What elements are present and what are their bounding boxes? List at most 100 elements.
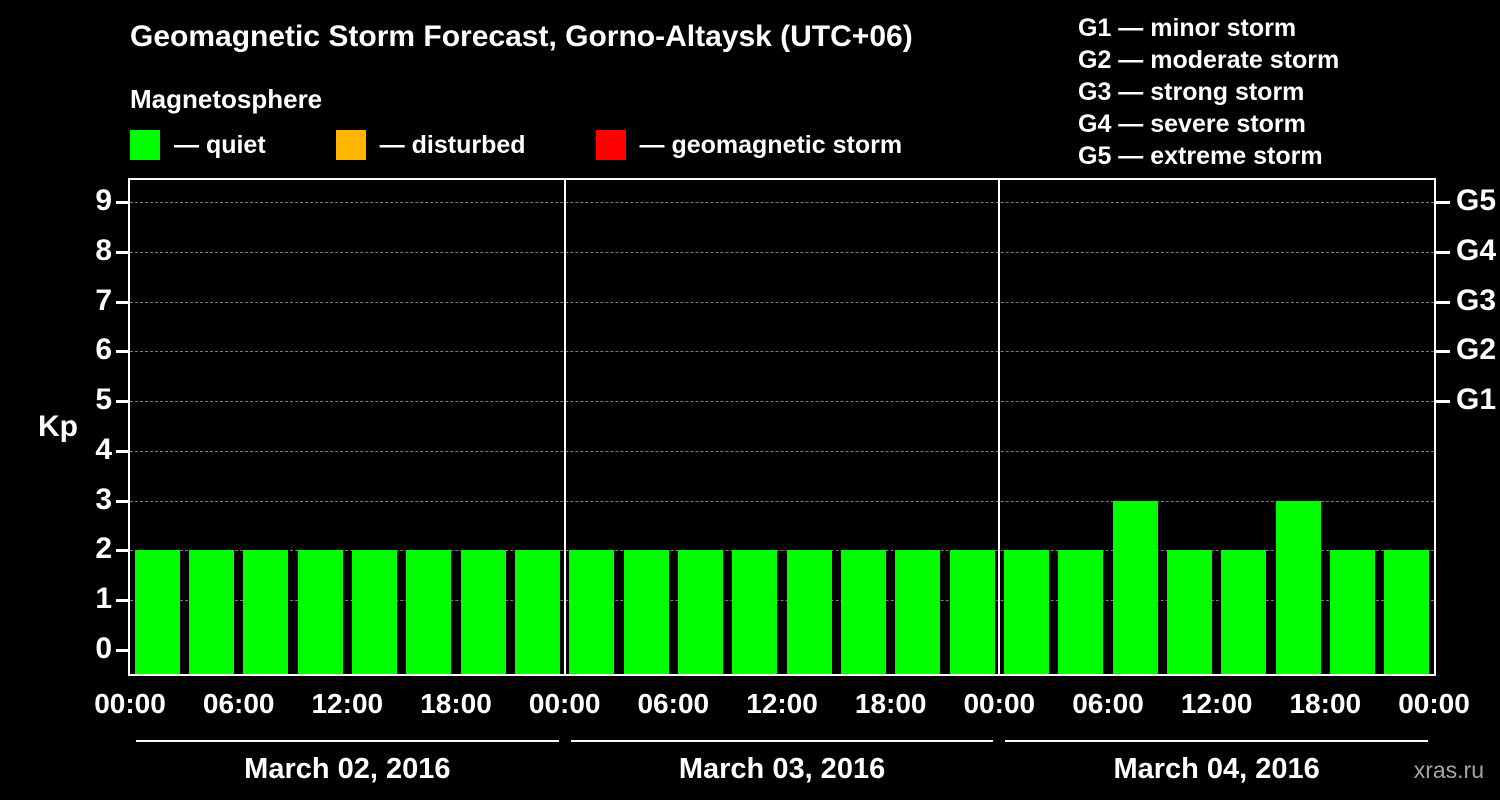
kp-bar-day3-slot5 [1221,550,1267,674]
g-legend-line-g1: G1 — minor storm [1078,14,1297,42]
gridline-kp-8 [130,251,1434,253]
gridline-kp-7 [130,301,1434,303]
x-tick-label-4: 00:00 [528,688,601,719]
right-tick-label-g4: G4 [1456,233,1497,267]
x-tick-label-7: 18:00 [854,688,927,719]
x-tick-label-3: 18:00 [420,688,492,719]
right-tick-label-g2: G2 [1456,333,1497,367]
kp-bar-day1-slot2 [188,550,235,674]
kp-bar-day1-slot8 [514,550,561,674]
chart-subtitle: Magnetosphere [130,84,323,114]
y-tick-8 [116,250,130,254]
day-bracket-2 [570,740,994,742]
x-tick-label-0: 00:00 [94,688,166,719]
g-legend-line-g2: G2 — moderate storm [1078,46,1340,74]
gridline-kp-1 [130,600,1434,602]
y-tick-1 [116,599,130,603]
x-tick-label-9: 06:00 [1072,688,1144,719]
g-legend-line-g4: G4 — severe storm [1078,110,1306,138]
legend-item-disturbed: — disturbed [335,130,526,160]
day-bracket-3 [1005,740,1428,742]
y-tick-label-3: 3 [95,482,112,516]
g-legend-line-g3: G3 — strong storm [1078,78,1305,106]
x-tick-label-6: 12:00 [746,688,818,719]
day-label-1: March 02, 2016 [244,753,451,785]
disturbed-swatch-icon [335,130,366,160]
legend-label-quiet: — quiet [174,130,266,159]
y-tick-label-8: 8 [95,233,112,267]
y-tick-3 [116,499,130,503]
y-tick-label-2: 2 [95,532,112,566]
y-axis-label: Kp [38,410,78,443]
x-tick-label-1: 06:00 [202,688,275,719]
right-tick-label-g3: G3 [1456,283,1497,317]
legend-item-quiet: — quiet [130,130,266,160]
x-tick-label-11: 18:00 [1289,688,1362,719]
kp-bar-day1-slot6 [406,550,452,674]
chart-title: Geomagnetic Storm Forecast, Gorno-Altays… [130,20,913,53]
plot-border-bottom [128,674,1436,676]
right-tick-g1 [1436,400,1450,404]
gridline-kp-6 [130,351,1434,353]
legend-item-storm: — geomagnetic storm [595,130,903,160]
kp-bar-day2-slot1 [569,550,615,674]
kp-bar-day3-slot7 [1329,550,1376,674]
y-tick-label-1: 1 [95,582,112,616]
right-tick-label-g1: G1 [1456,383,1497,417]
g-scale-legend: G1 — minor storm G2 — moderate storm G3 … [1078,12,1339,172]
y-tick-label-5: 5 [95,383,112,417]
right-tick-g3 [1436,300,1450,304]
plot-border-top [128,178,1436,180]
g-legend-line-g5: G5 — extreme storm [1078,142,1323,170]
day-divider-1 [563,180,566,674]
x-tick-label-12: 00:00 [1398,688,1470,719]
y-tick-label-9: 9 [95,184,112,217]
legend-label-storm: — geomagnetic storm [639,130,903,159]
right-tick-g5 [1436,201,1450,204]
x-tick-label-8: 00:00 [963,688,1036,719]
y-tick-label-4: 4 [95,432,112,466]
y-tick-0 [116,649,130,652]
plot-border-right [1434,178,1436,676]
y-tick-2 [116,549,130,553]
kp-bar-day2-slot4 [732,550,778,674]
kp-bar-day2-slot2 [623,550,669,674]
gridline-kp-5 [130,401,1434,403]
right-tick-label-g5: G5 [1456,184,1497,217]
kp-bar-day1-slot5 [351,550,398,674]
watermark: xras.ru [1413,757,1484,783]
y-tick-9 [116,201,130,204]
right-tick-g4 [1436,250,1450,254]
day-divider-2 [998,180,1001,674]
kp-bar-day2-slot8 [949,550,995,674]
kp-bar-day3-slot2 [1058,550,1104,674]
kp-bar-day1-slot4 [297,550,343,674]
quiet-swatch-icon [130,130,160,160]
gridline-kp-9 [130,202,1434,203]
y-tick-label-6: 6 [95,333,112,367]
x-tick-label-10: 12:00 [1180,688,1253,719]
legend-label-disturbed: — disturbed [379,130,526,159]
kp-bar-day1-slot1 [134,550,180,674]
y-tick-7 [116,300,130,304]
gridline-kp-3 [130,500,1434,502]
kp-bar-day2-slot5 [786,550,832,674]
kp-bar-day3-slot1 [1003,550,1050,674]
y-tick-6 [116,350,130,354]
day-label-3: March 04, 2016 [1113,753,1320,785]
plot-border-left [128,178,130,676]
y-tick-label-0: 0 [95,632,112,665]
gridline-kp-2 [130,550,1434,552]
kp-bar-day2-slot3 [677,550,724,674]
kp-bar-day3-slot8 [1384,550,1430,674]
y-tick-label-7: 7 [95,283,112,317]
day-bracket-1 [136,740,559,742]
x-tick-label-2: 12:00 [311,688,384,719]
right-tick-g2 [1436,350,1450,354]
y-tick-5 [116,400,130,404]
y-tick-4 [116,449,130,453]
kp-bar-day3-slot6 [1275,500,1321,674]
kp-bar-day3-slot4 [1166,550,1213,674]
kp-bar-day1-slot3 [243,550,289,674]
